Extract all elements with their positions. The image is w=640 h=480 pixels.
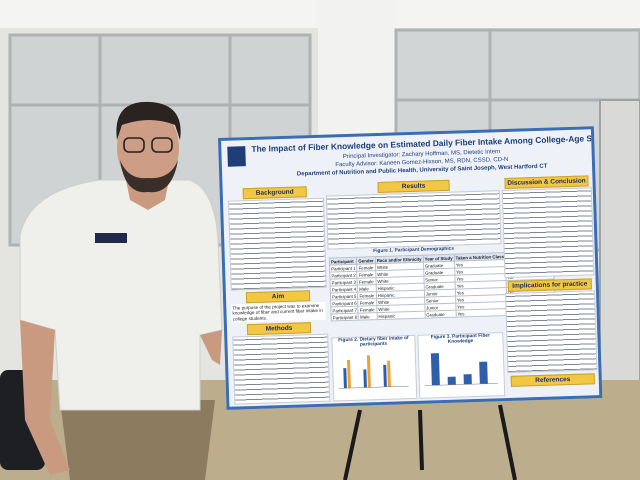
hair bbox=[116, 101, 181, 140]
figure-bar bbox=[387, 360, 391, 387]
text-block bbox=[505, 290, 598, 374]
figure-bar bbox=[479, 361, 488, 384]
section-header: Background bbox=[242, 186, 307, 200]
figure-axis bbox=[424, 383, 498, 386]
figure-bar bbox=[363, 369, 367, 388]
table-cell: Graduate bbox=[424, 310, 456, 319]
table-cell: Participant 8 bbox=[331, 313, 359, 322]
figure-art bbox=[338, 355, 409, 389]
poster: The Impact of Fiber Knowledge on Estimat… bbox=[218, 126, 603, 410]
figure-bar bbox=[347, 359, 351, 389]
figure-bar bbox=[343, 368, 347, 389]
arm bbox=[20, 320, 70, 475]
column bbox=[318, 0, 396, 150]
door bbox=[599, 99, 640, 391]
glasses bbox=[151, 137, 173, 153]
figure-bar bbox=[447, 376, 456, 385]
pants bbox=[60, 400, 215, 480]
head bbox=[117, 108, 179, 188]
table-cell: Male bbox=[358, 312, 378, 321]
section-header: Methods bbox=[246, 322, 312, 336]
logo bbox=[227, 146, 246, 167]
figure-art bbox=[424, 353, 498, 386]
section-header: References bbox=[510, 373, 595, 387]
aim-text: The purpose of the project was to examin… bbox=[231, 301, 326, 323]
figure: Figure 2. Dietary fiber intake of partic… bbox=[331, 334, 418, 402]
arm bbox=[200, 330, 222, 365]
easel-leg bbox=[418, 409, 424, 471]
text-block bbox=[501, 187, 595, 279]
beard bbox=[120, 160, 178, 193]
figure-bar bbox=[383, 364, 387, 387]
figure-bar bbox=[463, 374, 472, 385]
section-header: Results bbox=[377, 179, 450, 194]
glasses bbox=[123, 137, 145, 153]
easel-leg bbox=[498, 404, 517, 480]
figure-axis bbox=[338, 385, 409, 389]
table-cell: Yes bbox=[455, 308, 508, 318]
figure: Figure 3. Participant Fiber Knowledge bbox=[417, 332, 506, 399]
table-cell: Hispanic bbox=[376, 311, 425, 320]
figure-bar bbox=[366, 355, 371, 388]
figure-bar bbox=[430, 353, 440, 386]
easel-leg bbox=[343, 409, 362, 480]
text-block bbox=[232, 333, 331, 405]
text-block bbox=[325, 190, 502, 250]
name-tag bbox=[95, 233, 127, 243]
text-block bbox=[227, 197, 327, 291]
section-header: Aim bbox=[245, 290, 311, 304]
